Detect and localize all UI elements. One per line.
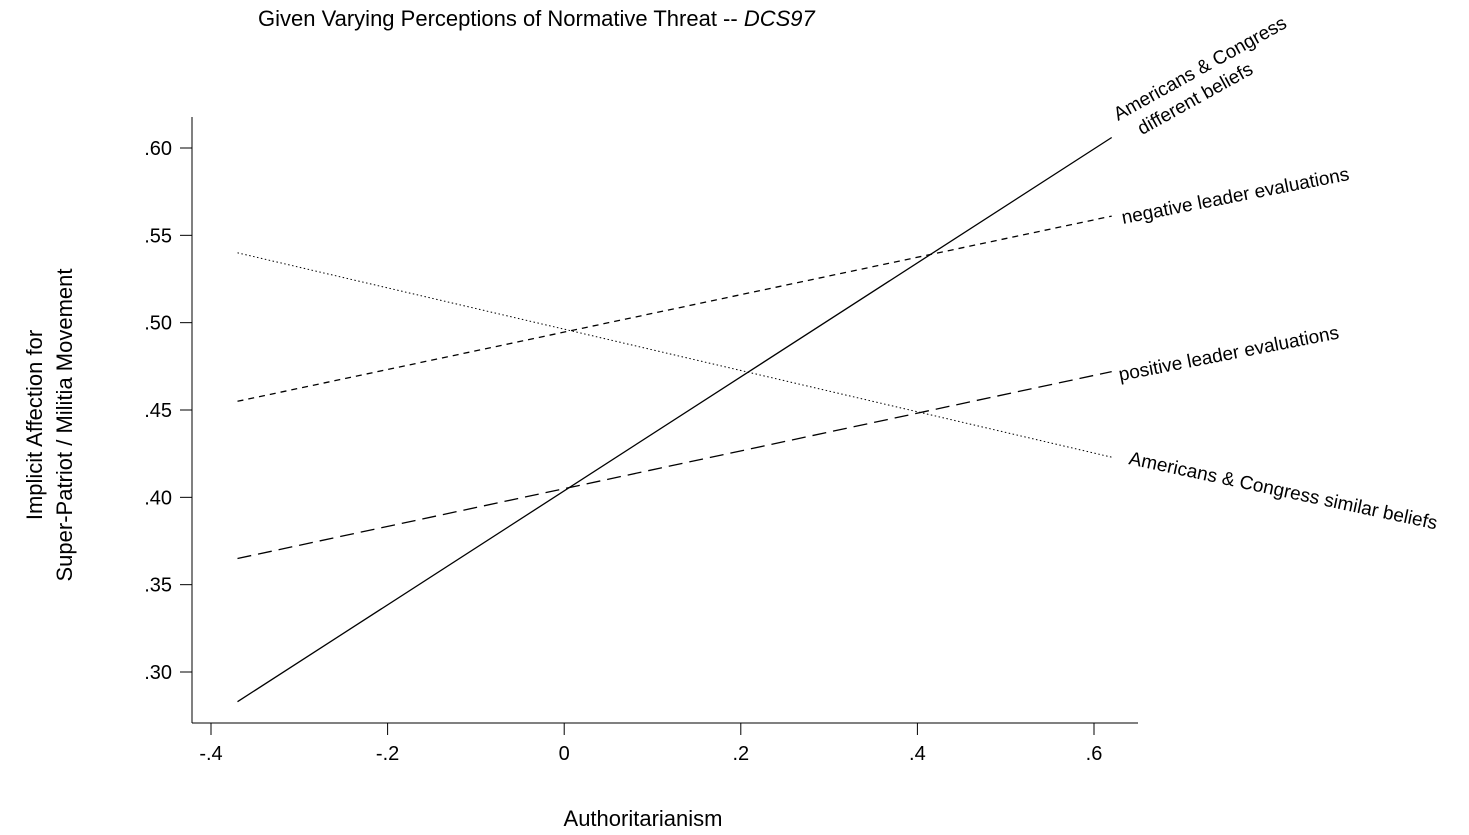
- series-label-similar-beliefs: Americans & Congress similar beliefs: [1127, 448, 1439, 534]
- y-tick-label-1: .35: [144, 575, 172, 597]
- series-line-3: [237, 252, 1112, 458]
- x-axis-title: Authoritarianism: [564, 806, 723, 831]
- series-label-negative-leader: negative leader evaluations: [1120, 164, 1351, 229]
- y-tick-label-4: .50: [144, 313, 172, 335]
- x-tick-label-4: .4: [909, 743, 926, 765]
- y-tick-label-5: .55: [144, 225, 172, 247]
- x-tick-label-2: 0: [559, 743, 570, 765]
- series-label-different-beliefs: Americans & Congress different beliefs: [1110, 10, 1306, 146]
- y-axis-title-line-1: Implicit Affection for: [22, 330, 47, 520]
- chart-title-main: Given Varying Perceptions of Normative T…: [258, 6, 744, 31]
- x-ticks: -.4 -.2 0 .2 .4 .6: [199, 723, 1102, 765]
- y-ticks: .30 .35 .40 .45 .50 .55 .60: [144, 138, 192, 684]
- y-axis-title: Implicit Affection for Super-Patriot / M…: [22, 269, 77, 582]
- series-line-1: [237, 215, 1112, 402]
- chart-title: Given Varying Perceptions of Normative T…: [258, 6, 816, 31]
- y-tick-label-0: .30: [144, 662, 172, 684]
- y-tick-label-3: .45: [144, 400, 172, 422]
- x-tick-label-5: .6: [1086, 743, 1103, 765]
- chart-title-italic: DCS97: [744, 6, 816, 31]
- series-lines: [237, 136, 1113, 703]
- x-tick-label-1: -.2: [376, 743, 399, 765]
- series-line-0: [237, 136, 1113, 703]
- x-tick-label-3: .2: [732, 743, 749, 765]
- y-axis-title-line-2: Super-Patriot / Militia Movement: [52, 269, 77, 582]
- y-tick-label-6: .60: [144, 138, 172, 160]
- y-tick-label-2: .40: [144, 487, 172, 509]
- series-label-positive-leader: positive leader evaluations: [1117, 323, 1341, 386]
- x-tick-label-0: -.4: [199, 743, 222, 765]
- series-line-2: [237, 370, 1112, 560]
